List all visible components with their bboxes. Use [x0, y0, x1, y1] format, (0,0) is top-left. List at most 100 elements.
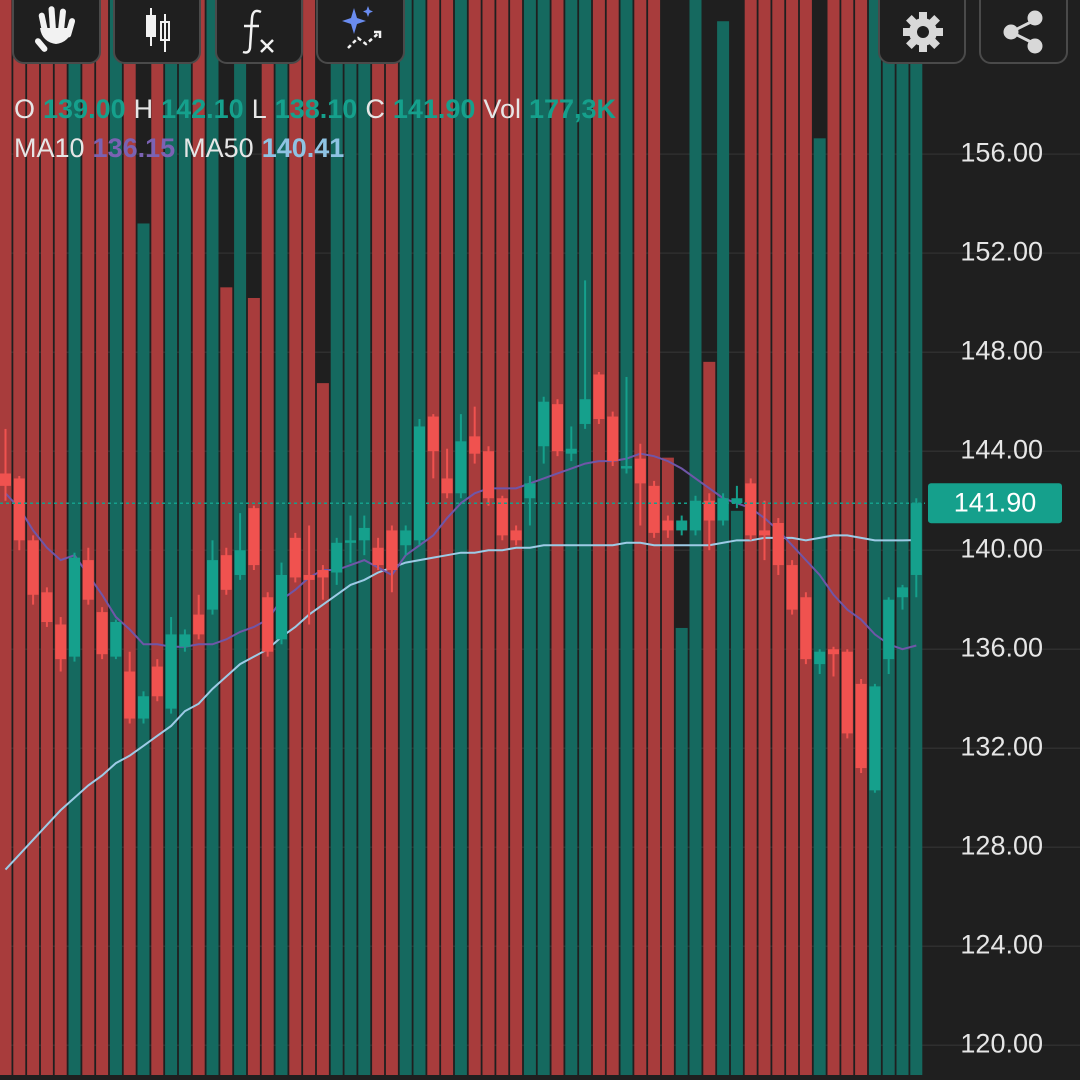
volume-bar	[868, 0, 881, 1075]
legend-value: 140.41	[261, 133, 345, 163]
gear-icon	[903, 12, 943, 52]
volume-bar	[730, 510, 743, 1076]
candle-body	[717, 498, 729, 521]
volume-bar	[689, 0, 702, 1075]
candle-body	[607, 416, 619, 462]
candle-body	[372, 547, 384, 566]
ai-tools-button[interactable]	[316, 0, 405, 64]
volume-bar	[165, 0, 178, 1075]
candle-body	[565, 448, 577, 454]
candle-body	[358, 527, 370, 541]
candle-body	[400, 530, 412, 546]
candle-body	[13, 478, 25, 541]
chart-type-button[interactable]	[113, 0, 201, 64]
volume-bar	[96, 0, 109, 1075]
candle-body	[731, 498, 743, 504]
price-tag	[928, 483, 1062, 524]
volume-bar	[661, 457, 674, 1076]
volume-bar	[634, 0, 647, 1076]
candle-body	[703, 500, 715, 521]
volume-bar	[247, 297, 260, 1075]
volume-bar	[54, 0, 67, 1075]
candle-body	[69, 557, 80, 657]
candle-body	[690, 500, 701, 531]
volume-bar	[813, 138, 826, 1075]
volume-bar	[841, 0, 854, 1075]
candle-body	[317, 570, 329, 578]
volume-bar	[206, 0, 219, 1075]
y-tick-label: 132.00	[960, 731, 1043, 761]
candle-body	[538, 401, 550, 447]
candle-body	[165, 634, 177, 709]
volume-bar	[606, 0, 619, 1075]
candle-body	[855, 683, 867, 769]
candle-icon	[146, 8, 170, 52]
legend-value: 138.10	[274, 94, 358, 124]
draw-tool-button[interactable]	[12, 0, 101, 64]
candle-body	[41, 592, 53, 623]
candle-body	[55, 624, 67, 660]
candle-body	[772, 522, 784, 566]
legend-label: MA10	[14, 133, 85, 163]
y-tick-label: 144.00	[960, 434, 1043, 464]
candle-body	[276, 574, 287, 640]
price-tag-label: 141.90	[954, 487, 1037, 517]
volume-bar	[565, 0, 578, 1075]
volume-bar	[551, 0, 564, 1076]
legend-value: 139.00	[43, 94, 126, 124]
fx-icon	[242, 9, 274, 54]
candle-body	[345, 540, 356, 543]
legend-label: O	[14, 94, 36, 124]
candle-body	[151, 666, 163, 697]
candle-body	[207, 560, 218, 610]
volume-bar	[703, 361, 716, 1075]
candle-body	[455, 441, 467, 494]
volume-bar	[620, 0, 633, 1075]
candle-body	[593, 374, 605, 420]
candle-body	[386, 530, 398, 571]
candle-body	[828, 649, 839, 655]
candle-body	[841, 651, 853, 734]
candle-body	[483, 451, 494, 499]
legend-label: C	[365, 94, 385, 124]
candle-body	[496, 498, 508, 536]
volume-bar	[579, 0, 592, 1075]
legend-label: L	[251, 94, 267, 124]
candle-body	[262, 597, 274, 652]
settings-button[interactable]	[878, 0, 966, 64]
y-tick-label: 136.00	[960, 632, 1043, 662]
candle-body	[745, 483, 757, 536]
candle-body	[193, 614, 205, 635]
legend-label: H	[133, 94, 154, 124]
volume-bar	[0, 0, 12, 1076]
candle-body	[27, 540, 39, 595]
candle-body	[648, 485, 660, 533]
candle-body	[897, 587, 908, 598]
volume-bar	[330, 0, 343, 1075]
candle-body	[179, 634, 191, 647]
volume-bar	[220, 287, 233, 1076]
volume-bar	[68, 0, 81, 1075]
volume-bar	[537, 0, 550, 1076]
volume-bar	[896, 63, 909, 1075]
candle-body	[621, 466, 632, 469]
candle-body	[289, 537, 301, 578]
indicators-button[interactable]	[215, 0, 303, 64]
volume-bar	[717, 21, 730, 1075]
ma-legend: MA10 136.15 MA50 140.41	[14, 133, 352, 164]
candle-body	[234, 550, 246, 575]
volume-bar	[454, 0, 467, 1075]
volume-bar	[482, 0, 495, 1076]
candle-body	[510, 530, 522, 541]
volume-bar	[523, 0, 536, 1076]
candle-body	[427, 416, 439, 452]
candle-body	[220, 555, 232, 590]
volume-bar	[441, 0, 454, 1075]
candle-body	[883, 599, 895, 660]
legend-value: 136.15	[92, 133, 176, 163]
y-tick-label: 128.00	[960, 830, 1043, 860]
volume-bar	[261, 0, 274, 1075]
share-button[interactable]	[979, 0, 1068, 64]
volume-bar	[82, 0, 95, 1075]
share-icon	[1003, 10, 1043, 54]
